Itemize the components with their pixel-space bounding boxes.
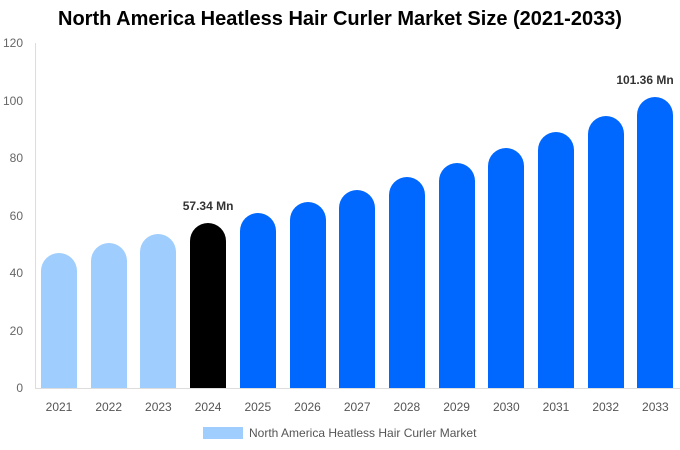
x-tick-label: 2031 [542,400,570,414]
y-tick-label: 80 [9,151,23,165]
chart-title: North America Heatless Hair Curler Marke… [58,8,622,30]
x-axis-line [35,388,680,389]
x-tick-label: 2029 [443,400,470,414]
x-tick-label: 2024 [194,400,222,414]
x-tick-label: 2022 [95,400,123,414]
legend-swatch [203,427,243,439]
bar-2031[interactable] [538,132,574,388]
data-label-2033: 101.36 Mn [616,72,674,87]
bar-2032[interactable] [587,116,624,388]
x-tick-label: 2027 [343,400,371,414]
x-tick-label: 2025 [244,400,272,414]
bar-2033[interactable] [637,96,674,388]
bar-2028[interactable] [388,176,425,388]
bar-2027[interactable] [339,189,376,388]
x-tick-label: 2021 [45,400,73,414]
y-tick-label: 120 [2,36,23,50]
y-tick-label: 20 [9,323,23,338]
y-tick-label: 40 [9,266,23,280]
bar-2026[interactable] [289,201,326,388]
bar-2025[interactable] [239,212,276,388]
bar-2029[interactable] [438,162,475,388]
bar-2030[interactable] [488,147,525,388]
bar-2022[interactable] [90,243,127,388]
y-tick-label: 100 [2,93,23,108]
x-tick-label: 2030 [492,400,520,414]
x-tick-label: 2026 [294,400,321,414]
y-tick-label: 0 [16,381,23,395]
bar-2024[interactable] [190,223,227,388]
bar-2023[interactable] [140,233,177,388]
x-tick-label: 2032 [592,400,620,414]
x-tick-label: 2023 [145,400,172,414]
y-axis-line [35,43,36,389]
y-tick-label: 60 [9,208,23,223]
x-tick-label: 2033 [642,400,669,414]
legend-label: North America Heatless Hair Curler Marke… [249,426,477,440]
legend[interactable]: North America Heatless Hair Curler Marke… [203,426,476,440]
x-tick-label: 2028 [393,400,421,414]
data-label-2024: 57.34 Mn [182,199,234,214]
bar-2021[interactable] [41,252,77,388]
